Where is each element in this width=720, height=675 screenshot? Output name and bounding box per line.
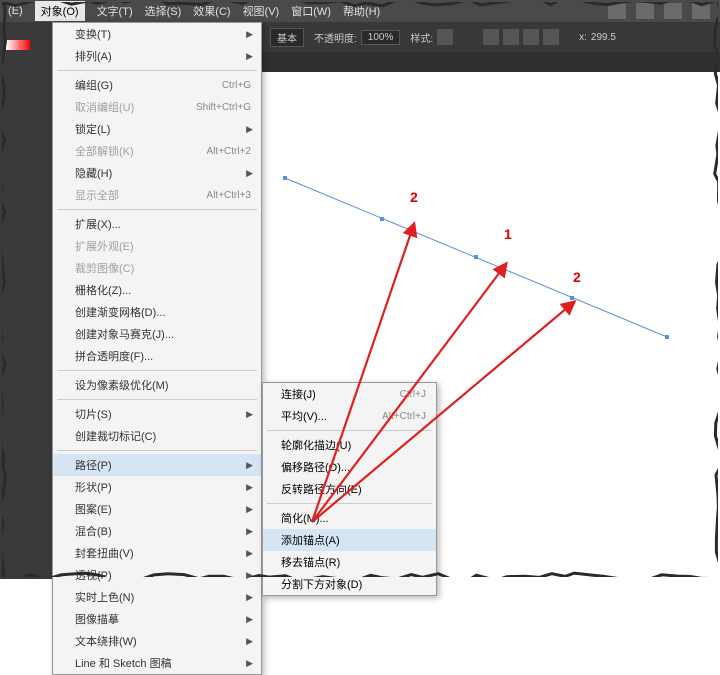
path-submenu: 连接(J)Ctrl+J平均(V)...Alt+Ctrl+J 轮廓化描边(U)偏移路…	[262, 382, 437, 596]
graphic-style-label: 样式:	[410, 30, 433, 45]
menu-item[interactable]: 锁定(L)▶	[53, 118, 261, 140]
menu-item: 裁剪图像(C)	[53, 257, 261, 279]
stock-icon[interactable]	[636, 3, 654, 19]
menu-item: 取消编组(U)Shift+Ctrl+G	[53, 96, 261, 118]
bridge-icon[interactable]	[608, 3, 626, 19]
submenu-item[interactable]: 移去锚点(R)	[263, 551, 436, 573]
menu-edit[interactable]: (E)	[8, 5, 23, 17]
menu-item[interactable]: Line 和 Sketch 图稿▶	[53, 652, 261, 674]
transform-icon[interactable]	[523, 29, 539, 45]
menu-item[interactable]: 封套扭曲(V)▶	[53, 542, 261, 564]
menu-item[interactable]: 路径(P)▶	[53, 454, 261, 476]
menu-item[interactable]: 拼合透明度(F)...	[53, 345, 261, 367]
menu-item[interactable]: 栅格化(Z)...	[53, 279, 261, 301]
menu-item[interactable]: 切片(S)▶	[53, 403, 261, 425]
menu-item[interactable]: 图像描摹▶	[53, 608, 261, 630]
menu-item[interactable]: 创建裁切标记(C)	[53, 425, 261, 447]
style-basic[interactable]: 基本	[270, 28, 304, 47]
graphic-style-chip[interactable]	[437, 29, 453, 45]
menu-item[interactable]: 透视(P)▶	[53, 564, 261, 586]
submenu-item[interactable]: 分割下方对象(D)	[263, 573, 436, 595]
align-icon[interactable]	[483, 29, 499, 45]
opacity-label: 不透明度:	[314, 30, 357, 45]
coord-x-label: x:	[579, 32, 587, 43]
menu-object[interactable]: 对象(O)	[35, 1, 85, 21]
arrange-icon[interactable]	[664, 3, 682, 19]
menu-text[interactable]: 文字(T)	[97, 3, 133, 19]
anchor-icon[interactable]	[543, 29, 559, 45]
menu-item[interactable]: 创建渐变网格(D)...	[53, 301, 261, 323]
menu-item[interactable]: 设为像素级优化(M)	[53, 374, 261, 396]
menu-item[interactable]: 混合(B)▶	[53, 520, 261, 542]
coord-x-value: 299.5	[591, 32, 616, 43]
menu-item[interactable]: 变换(T)▶	[53, 23, 261, 45]
submenu-item[interactable]: 反转路径方向(E)	[263, 478, 436, 500]
menubar: (E) 对象(O) 文字(T) 选择(S) 效果(C) 视图(V) 窗口(W) …	[0, 0, 720, 22]
fill-stroke-swatch[interactable]	[6, 40, 30, 50]
menu-item: 全部解锁(K)Alt+Ctrl+2	[53, 140, 261, 162]
opacity-value[interactable]: 100%	[361, 30, 401, 45]
shape-icon[interactable]	[503, 29, 519, 45]
submenu-item[interactable]: 偏移路径(O)...	[263, 456, 436, 478]
menu-item: 扩展外观(E)	[53, 235, 261, 257]
menu-help[interactable]: 帮助(H)	[343, 3, 380, 19]
menu-effect[interactable]: 效果(C)	[193, 3, 230, 19]
search-icon[interactable]	[692, 3, 710, 19]
menu-select[interactable]: 选择(S)	[145, 3, 182, 19]
object-menu-dropdown: 变换(T)▶排列(A)▶ 编组(G)Ctrl+G取消编组(U)Shift+Ctrl…	[52, 22, 262, 675]
menu-item[interactable]: 创建对象马赛克(J)...	[53, 323, 261, 345]
menu-item[interactable]: 形状(P)▶	[53, 476, 261, 498]
submenu-item[interactable]: 连接(J)Ctrl+J	[263, 383, 436, 405]
submenu-item[interactable]: 轮廓化描边(U)	[263, 434, 436, 456]
menu-view[interactable]: 视图(V)	[243, 3, 280, 19]
menu-item[interactable]: 编组(G)Ctrl+G	[53, 74, 261, 96]
menu-item[interactable]: 文本绕排(W)▶	[53, 630, 261, 652]
menu-item[interactable]: 排列(A)▶	[53, 45, 261, 67]
tool-panel	[0, 22, 52, 579]
submenu-item[interactable]: 简化(M)...	[263, 507, 436, 529]
menu-item[interactable]: 实时上色(N)▶	[53, 586, 261, 608]
iconstrip	[608, 0, 710, 22]
submenu-item[interactable]: 添加锚点(A)	[263, 529, 436, 551]
menu-item: 显示全部Alt+Ctrl+3	[53, 184, 261, 206]
menu-item[interactable]: 图案(E)▶	[53, 498, 261, 520]
menu-window[interactable]: 窗口(W)	[291, 3, 331, 19]
submenu-item[interactable]: 平均(V)...Alt+Ctrl+J	[263, 405, 436, 427]
menu-item[interactable]: 隐藏(H)▶	[53, 162, 261, 184]
menu-item[interactable]: 扩展(X)...	[53, 213, 261, 235]
